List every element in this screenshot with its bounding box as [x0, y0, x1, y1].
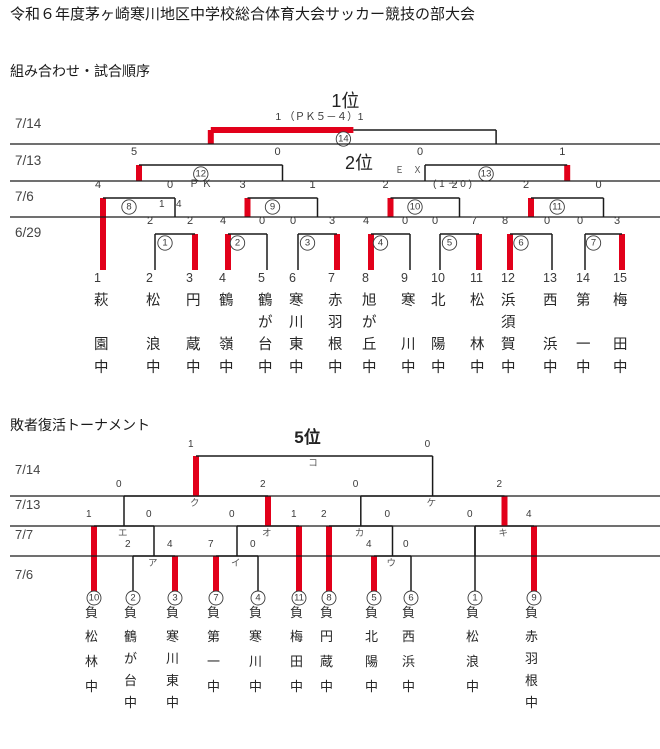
svg-text:9: 9 [531, 593, 536, 604]
svg-text:11: 11 [552, 202, 562, 213]
svg-text:11: 11 [294, 593, 304, 604]
svg-text:4: 4 [378, 238, 383, 249]
svg-text:1: 1 [162, 238, 167, 249]
svg-text:2: 2 [130, 593, 135, 604]
svg-text:5: 5 [447, 238, 452, 249]
svg-text:8: 8 [126, 202, 131, 213]
svg-text:3: 3 [305, 238, 310, 249]
svg-text:4: 4 [255, 593, 260, 604]
svg-text:12: 12 [196, 169, 207, 180]
svg-text:7: 7 [591, 238, 596, 249]
svg-text:6: 6 [518, 238, 523, 249]
svg-text:8: 8 [326, 593, 331, 604]
svg-text:10: 10 [410, 202, 421, 213]
svg-text:10: 10 [89, 593, 100, 604]
svg-text:13: 13 [481, 169, 492, 180]
svg-text:3: 3 [172, 593, 177, 604]
svg-text:7: 7 [213, 593, 218, 604]
svg-text:2: 2 [235, 238, 240, 249]
svg-text:1: 1 [472, 593, 477, 604]
svg-text:6: 6 [408, 593, 413, 604]
svg-text:14: 14 [338, 134, 349, 145]
svg-text:5: 5 [371, 593, 376, 604]
svg-text:9: 9 [270, 202, 275, 213]
